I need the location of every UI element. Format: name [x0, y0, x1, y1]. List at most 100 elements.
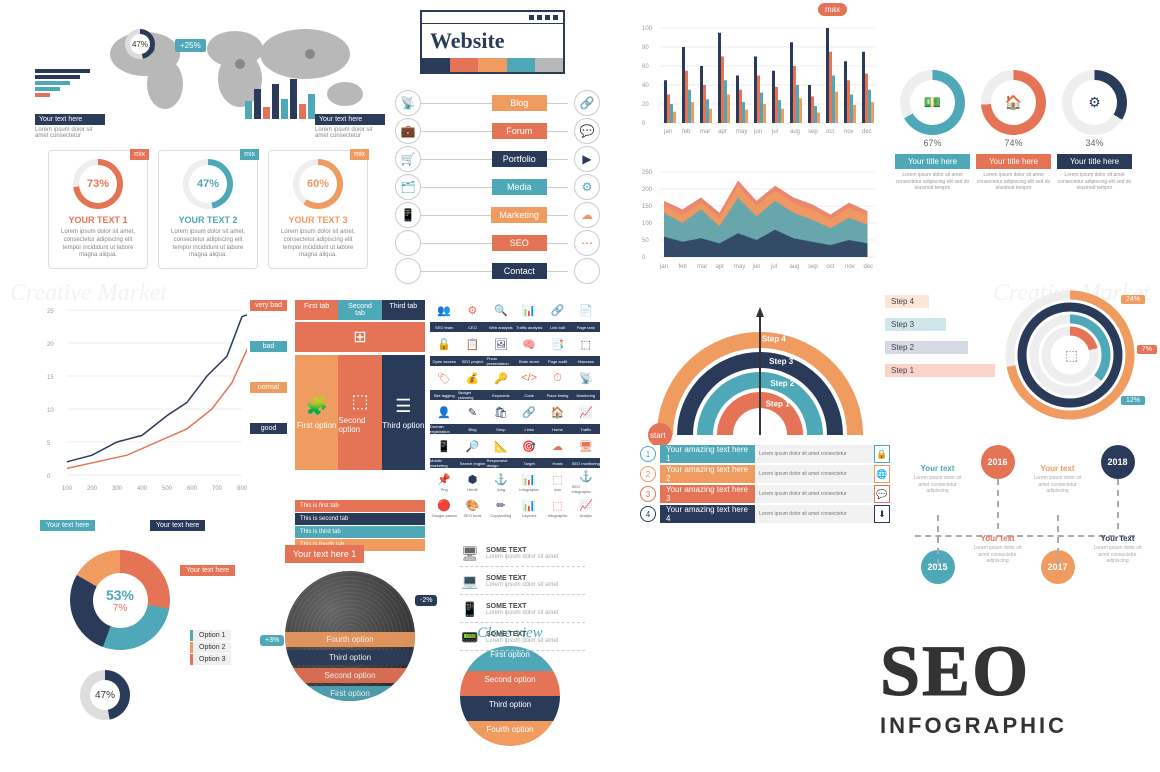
menu-icon: ⚙	[574, 174, 600, 200]
menu-label: Forum	[492, 123, 547, 139]
amazing-row: 1Your amazing text here 1Lorem ipsum dol…	[640, 445, 890, 463]
map-label-box: Your text here Lorem ipsum dolor sit ame…	[35, 114, 105, 139]
icon-label: Htaccess	[572, 356, 600, 366]
svg-text:200: 200	[87, 486, 98, 492]
menu-item[interactable]: SEO⋯	[395, 230, 600, 256]
svg-text:oct: oct	[826, 129, 834, 135]
donut-secondary: 47%	[80, 670, 130, 720]
tab-option[interactable]: ⬚Second option	[338, 355, 381, 470]
icon-label: Link bait	[543, 322, 571, 332]
globe-header: Your text here 1	[285, 545, 364, 563]
tab-option[interactable]: 🧩First option	[295, 355, 338, 470]
seo-big-text: SEO	[880, 630, 1067, 713]
matrix-icon: 🛍	[487, 400, 515, 424]
icon-label: Target	[515, 458, 543, 468]
icon-label: Photo presentation	[487, 356, 515, 366]
percent-cards: mix 73% YOUR TEXT 1Lorem ipsum dolor sit…	[48, 150, 368, 269]
website-browser: Website	[420, 10, 565, 74]
device-row: 📟SOME TEXTLorem ipsum dolor sit amet	[460, 629, 585, 651]
icon-label: Page rank	[572, 322, 600, 332]
svg-text:jan: jan	[663, 129, 672, 135]
icon-label: Code	[515, 390, 543, 400]
menu-item[interactable]: 🗂Media⚙	[395, 174, 600, 200]
svg-text:apr: apr	[718, 129, 727, 135]
svg-text:Step 4: Step 4	[762, 335, 787, 344]
map-ring-pct: 47%	[125, 29, 155, 59]
menu-item[interactable]: 📱Marketing☁	[395, 202, 600, 228]
svg-text:50: 50	[642, 238, 649, 244]
matrix-icon: ⬢Html5	[458, 470, 486, 494]
matrix-icon: 🔴Google panda	[430, 496, 458, 520]
matrix-icon: 📊Layered	[515, 496, 543, 520]
icon-label: Traffic analysis	[515, 322, 543, 332]
matrix-icon: 🧠	[515, 332, 543, 356]
svg-text:100: 100	[642, 221, 653, 227]
semicircle-steps: Step 1Step 2Step 3Step 4start	[640, 295, 875, 445]
icon-label: Place timing	[543, 390, 571, 400]
svg-text:may: may	[734, 264, 745, 270]
matrix-icon: ⚙	[458, 298, 486, 322]
timeline-item: 2016Your textLorem ipsum dolor sit amet …	[970, 445, 1025, 565]
gauge-card: ⚙ 34%Your title hereLorem ipsum dolor si…	[1057, 70, 1132, 192]
matrix-icon: 📈Analys	[572, 496, 600, 520]
matrix-icon: 🔍	[487, 298, 515, 322]
svg-text:20: 20	[47, 342, 54, 348]
icon-label: CEO	[458, 322, 486, 332]
menu-label: Portfolio	[492, 151, 547, 167]
gauge-card: 💵 67%Your title hereLorem ipsum dolor si…	[895, 70, 970, 192]
menu-label: Marketing	[491, 207, 547, 223]
tab-strip: This is third tab	[295, 526, 425, 538]
donut-option: Option 2	[190, 642, 231, 653]
icon-label: SEO team	[430, 322, 458, 332]
tab-header[interactable]: Third tab	[382, 300, 425, 320]
menu-item[interactable]: 🛒Portfolio▶	[395, 146, 600, 172]
svg-text:0: 0	[642, 255, 646, 261]
matrix-icon: 📈	[572, 400, 600, 424]
globe-pin: +3%	[260, 635, 284, 646]
radial-chart: ⬚ 24% 12% 7%	[1005, 290, 1135, 420]
icon-label: Open access	[430, 356, 458, 366]
seo-sub-text: INFOGRAPHIC	[880, 713, 1067, 739]
close-view-slice: Fourth option	[460, 721, 560, 746]
icon-label: Site tagging	[430, 390, 458, 400]
svg-text:feb: feb	[679, 264, 688, 270]
percent-card: mix 73% YOUR TEXT 1Lorem ipsum dolor sit…	[48, 150, 148, 269]
svg-text:dec: dec	[862, 129, 872, 135]
svg-text:may: may	[736, 129, 747, 135]
svg-text:250: 250	[642, 170, 653, 176]
menu-item[interactable]: 💼Forum💬	[395, 118, 600, 144]
svg-text:0: 0	[47, 474, 51, 480]
svg-text:sep: sep	[808, 264, 818, 270]
icon-label: Traffic	[572, 424, 600, 434]
svg-text:150: 150	[642, 204, 653, 210]
menu-icon: 🔗	[574, 90, 600, 116]
svg-text:0: 0	[642, 121, 646, 127]
device-icon: 💻	[460, 573, 480, 590]
map-label-box: Your text here Lorem ipsum dolor sit ame…	[315, 114, 385, 139]
svg-text:nov: nov	[844, 129, 854, 135]
svg-text:Step 3: Step 3	[769, 357, 794, 366]
tab-option[interactable]: ☰Third option	[382, 355, 425, 470]
map-badge: +25%	[175, 39, 206, 52]
donut-section: Your text here Your text here Your text …	[40, 530, 275, 740]
menu-icon	[395, 230, 421, 256]
tab-header[interactable]: First tab	[295, 300, 338, 320]
matrix-icon: 📑	[543, 332, 571, 356]
svg-text:jul: jul	[770, 264, 777, 270]
svg-text:400: 400	[137, 486, 148, 492]
svg-text:nov: nov	[845, 264, 855, 270]
svg-text:mar: mar	[700, 129, 710, 135]
tab-header[interactable]: Second tab	[338, 300, 381, 320]
menu-item[interactable]: Contact	[395, 258, 600, 284]
icon-label: Links	[515, 424, 543, 434]
menu-item[interactable]: 📡Blog🔗	[395, 90, 600, 116]
menu-icon: 🗂	[395, 174, 421, 200]
menu-icon	[574, 258, 600, 284]
matrix-icon: 🔗	[543, 298, 571, 322]
device-icon: 📟	[460, 629, 480, 646]
svg-text:apr: apr	[716, 264, 725, 270]
svg-text:80: 80	[642, 45, 649, 51]
donut-options: Option 1Option 2Option 3	[190, 630, 231, 666]
device-icon: 📱	[460, 601, 480, 618]
svg-text:Step 1: Step 1	[766, 400, 791, 409]
